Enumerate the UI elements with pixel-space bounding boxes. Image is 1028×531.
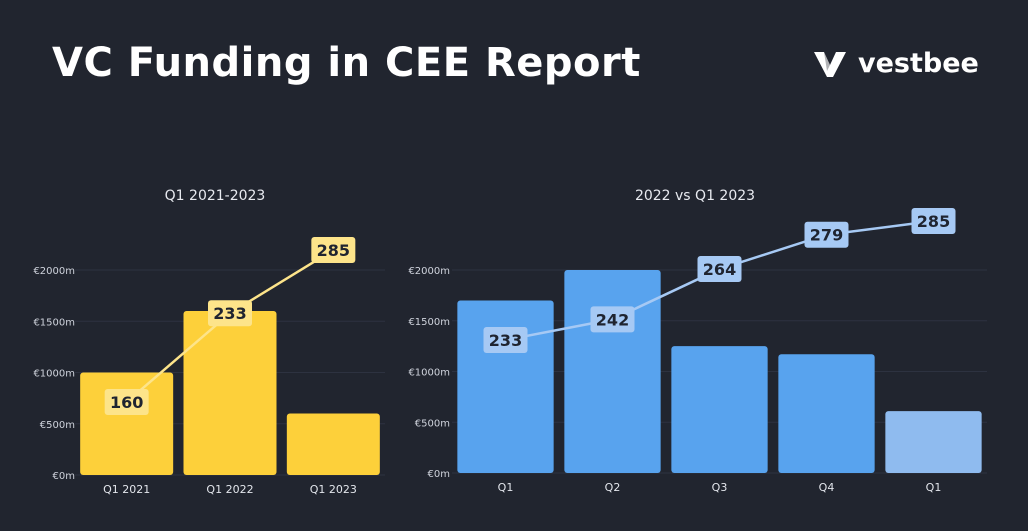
data-label: 285 [317, 241, 350, 260]
data-label: 233 [213, 304, 246, 323]
chart-2-title: 2022 vs Q1 2023 [634, 188, 756, 204]
brand-name: vestbee [858, 48, 979, 79]
x-tick-label: Q1 2021 [103, 483, 150, 496]
data-label-box [483, 327, 528, 353]
data-label: 264 [703, 260, 736, 279]
y-tick-label: €1000m [33, 369, 75, 380]
data-label-box [804, 221, 849, 248]
x-tick-label: Q1 2022 [206, 483, 253, 496]
x-tick-label: Q1 [498, 481, 514, 494]
data-label: 242 [596, 310, 629, 329]
bar [457, 300, 554, 473]
data-label-box [104, 389, 149, 415]
data-label-box [208, 300, 252, 327]
x-tick-label: Q4 [819, 481, 835, 494]
bar [80, 372, 174, 475]
data-label-box [911, 208, 956, 234]
data-label: 160 [110, 393, 143, 412]
y-tick-label: €2000m [408, 266, 450, 277]
data-label-box [311, 237, 356, 263]
brand-logo: vestbee [812, 48, 979, 79]
bar [183, 311, 277, 475]
y-tick-label: €1000m [408, 368, 450, 379]
y-tick-label: €1500m [408, 317, 450, 328]
data-label: 285 [917, 212, 950, 231]
data-label-box [697, 256, 742, 283]
y-tick-label: €500m [415, 418, 450, 429]
chart-1-title: Q1 2021-2023 [164, 188, 266, 204]
x-tick-label: Q1 2023 [310, 483, 357, 496]
x-tick-label: Q2 [605, 481, 621, 494]
data-label: 279 [810, 226, 843, 245]
x-tick-label: Q3 [712, 481, 728, 494]
y-tick-label: €500m [40, 420, 75, 431]
y-tick-label: €0m [428, 469, 450, 480]
y-tick-label: €2000m [33, 266, 75, 277]
data-label: 233 [489, 331, 522, 350]
vestbee-logo-icon [814, 51, 846, 77]
bar [671, 346, 768, 473]
bar [885, 411, 982, 473]
data-label-box [590, 306, 635, 333]
bar [564, 270, 661, 473]
bar [778, 354, 875, 473]
y-tick-label: €0m [53, 471, 75, 482]
page-title: VC Funding in CEE Report [52, 40, 641, 86]
y-tick-label: €1500m [33, 317, 75, 328]
bar [286, 413, 380, 475]
x-tick-label: Q1 [926, 481, 942, 494]
